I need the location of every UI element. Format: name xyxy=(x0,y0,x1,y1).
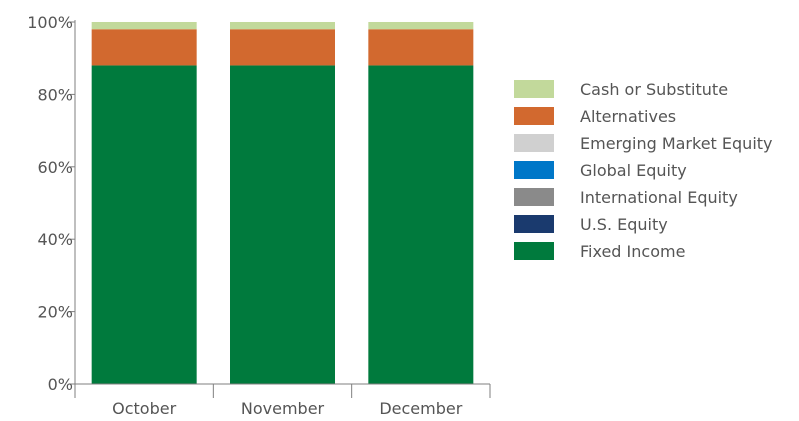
bar-segment-alternatives-november xyxy=(230,29,335,66)
y-tick-label: 80% xyxy=(37,85,73,104)
bars-layer xyxy=(91,22,474,384)
legend-swatch xyxy=(514,188,554,206)
legend-swatch xyxy=(514,215,554,233)
legend-label: Emerging Market Equity xyxy=(580,134,773,153)
x-tick-label: November xyxy=(241,399,325,418)
y-tick-label: 60% xyxy=(37,158,73,177)
bar-segment-cash-or-substitute-october xyxy=(91,22,197,30)
y-tick-label: 40% xyxy=(37,230,73,249)
legend-item-alternatives: Alternatives xyxy=(514,107,676,126)
legend-label: Cash or Substitute xyxy=(580,80,728,99)
legend-item-u-s-equity: U.S. Equity xyxy=(514,215,668,234)
legend-label: U.S. Equity xyxy=(580,215,668,234)
y-tick-label: 0% xyxy=(48,375,73,394)
legend-label: Global Equity xyxy=(580,161,687,180)
legend-item-global-equity: Global Equity xyxy=(514,161,687,180)
legend-swatch xyxy=(514,80,554,98)
y-tick-label: 20% xyxy=(37,303,73,322)
legend-item-international-equity: International Equity xyxy=(514,188,738,207)
legend-label: Alternatives xyxy=(580,107,676,126)
x-tick-label: October xyxy=(112,399,176,418)
bar-segment-alternatives-december xyxy=(368,29,474,66)
y-tick-label: 100% xyxy=(27,13,73,32)
bar-segment-cash-or-substitute-december xyxy=(368,22,474,30)
legend-label: International Equity xyxy=(580,188,738,207)
bar-segment-fixed-income-november xyxy=(230,65,335,384)
legend-swatch xyxy=(514,242,554,260)
bar-segment-cash-or-substitute-november xyxy=(230,22,335,30)
legend-swatch xyxy=(514,161,554,179)
legend-label: Fixed Income xyxy=(580,242,685,261)
legend-swatch xyxy=(514,134,554,152)
bar-segment-fixed-income-december xyxy=(368,65,474,384)
legend-swatch xyxy=(514,107,554,125)
axes-layer: 0% 20% 40% 60% 80% 100% October November Decembe… xyxy=(27,13,491,418)
legend-item-fixed-income: Fixed Income xyxy=(514,242,685,261)
legend: Cash or Substitute Alternatives Emerging M… xyxy=(514,80,773,261)
bar-segment-alternatives-october xyxy=(91,29,197,66)
bar-segment-fixed-income-october xyxy=(91,65,197,384)
legend-item-cash-or-substitute: Cash or Substitute xyxy=(514,80,728,99)
x-tick-label: December xyxy=(379,399,462,418)
legend-item-emerging-market-equity: Emerging Market Equity xyxy=(514,134,773,153)
